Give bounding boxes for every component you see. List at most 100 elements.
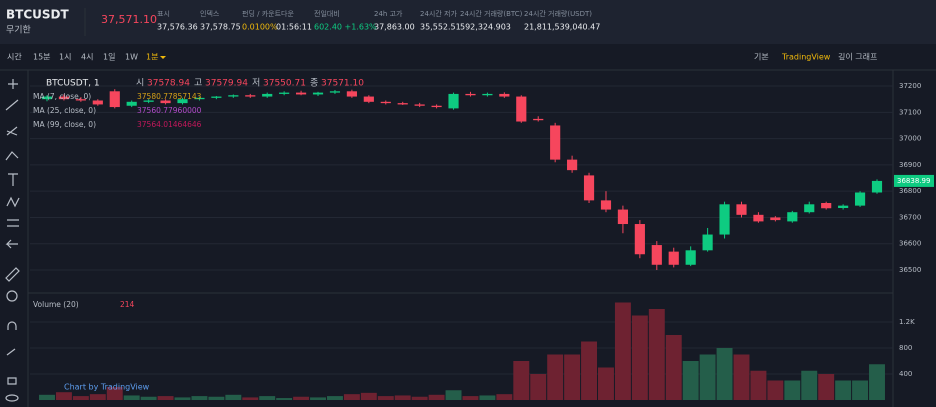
y-tick-label: 37000 [899, 135, 921, 143]
candle-body [787, 212, 798, 222]
stat-value: 01:56:11 [276, 23, 312, 32]
study-value: 37560.77960000 [137, 106, 202, 115]
interval[interactable]: 시간 [7, 52, 22, 62]
y-tick-label: 37100 [899, 108, 921, 116]
candle-body [533, 118, 544, 121]
volume-bar [411, 396, 428, 400]
header-bg [0, 0, 936, 44]
volume-bar [547, 354, 564, 400]
volume-bar [140, 396, 157, 400]
interval[interactable]: 4시 [81, 53, 93, 62]
interval[interactable]: 1일 [103, 53, 115, 62]
volume-bar [225, 394, 242, 400]
ohlc-label: 고 [194, 79, 202, 89]
stat-value: 21,811,539,040.47 [524, 23, 600, 32]
volume-bar [631, 315, 648, 400]
candle-body [329, 91, 341, 93]
candle-body [41, 96, 53, 100]
interval[interactable]: 15분 [33, 53, 51, 62]
candle-body [126, 101, 137, 106]
volume-bar [310, 397, 326, 400]
candle-body [160, 100, 171, 104]
volume-bar [123, 395, 140, 400]
volume-bar [106, 387, 123, 400]
candle-body [228, 95, 239, 97]
chart-title: BTCUSDT, 1 [46, 79, 100, 89]
volume-bar [496, 394, 513, 400]
study-name: MA (25, close, 0) [33, 106, 96, 115]
volume-title: Volume (20) [33, 300, 79, 309]
stat-value: 592,324.903 [460, 23, 511, 32]
candle-body [465, 93, 476, 96]
candle-body [262, 93, 273, 97]
view-tab[interactable]: 기본 [754, 53, 769, 62]
volume-bar [767, 380, 784, 400]
stat-value: 0.0100% [242, 23, 278, 32]
volume-bar [699, 354, 716, 400]
candle-body [363, 96, 374, 102]
candle-body [854, 192, 866, 206]
volume-bar [39, 394, 55, 400]
candle-body [516, 96, 527, 122]
candle-body [753, 214, 764, 222]
candle-body [702, 234, 713, 251]
view-tab[interactable]: TradingView [781, 53, 831, 62]
ohlc-label: 시 [136, 78, 144, 89]
volume-bar [157, 396, 174, 400]
candle-body [194, 97, 205, 100]
interval[interactable]: 1시 [59, 53, 71, 62]
candle-body [245, 95, 256, 97]
candle-body [838, 205, 849, 208]
y-tick-label: 36500 [899, 266, 921, 274]
volume-bar [818, 374, 835, 400]
volume-bar [462, 396, 479, 400]
interval[interactable]: 1W [125, 53, 138, 62]
stat-label: 24시간 거래량(USDT) [524, 9, 592, 18]
candle-body [92, 100, 103, 105]
stat-label: 펀딩 / 카운트다운 [242, 9, 294, 18]
volume-bar [614, 302, 631, 400]
interval[interactable]: 1분 [146, 53, 158, 62]
volume-bar [513, 361, 530, 400]
symbol[interactable]: BTCUSDT [6, 8, 69, 22]
volume-bar [801, 370, 818, 400]
volume-bar [479, 395, 496, 400]
candle-body [177, 99, 188, 104]
candle-body [75, 99, 86, 101]
volume-value: 214 [120, 300, 135, 309]
volume-bar [682, 361, 699, 400]
candle-body [499, 93, 510, 97]
volume-bar [360, 392, 377, 400]
volume-bar [343, 394, 360, 400]
study-value: 37580.77857143 [137, 92, 202, 101]
volume-bar [55, 392, 72, 400]
candle-body [279, 92, 290, 94]
candle-body [143, 100, 154, 102]
candle-body [414, 104, 425, 106]
candle-body [719, 204, 730, 235]
volume-bar [665, 335, 682, 400]
candle-body [380, 101, 391, 104]
last-price: 36838.99 [897, 177, 930, 185]
price: 37,571.10 [101, 13, 157, 26]
stat-label: 24시간 거래량(BTC) [460, 9, 523, 18]
y-tick-label: 37200 [899, 82, 921, 90]
drawing-tools[interactable] [5, 79, 20, 402]
volume-bar [750, 370, 767, 400]
volume-bar [276, 398, 293, 400]
last-price-bg [894, 174, 934, 187]
candle-body [770, 217, 781, 221]
ohlc-value: 37578.94 [147, 79, 190, 89]
candle-body [109, 91, 120, 108]
ohlc-label: 저 [252, 78, 260, 89]
volume-bar [564, 354, 581, 400]
volume-bar [394, 395, 411, 400]
candle-body [346, 91, 357, 97]
study-name: MA (7, close, 0) [33, 92, 91, 101]
volume-bar [89, 394, 106, 400]
volume-bar [598, 367, 614, 400]
candle-body [397, 103, 408, 105]
view-tab[interactable]: 깊이 그래프 [838, 52, 877, 62]
stat-label: 표시 [157, 10, 170, 18]
